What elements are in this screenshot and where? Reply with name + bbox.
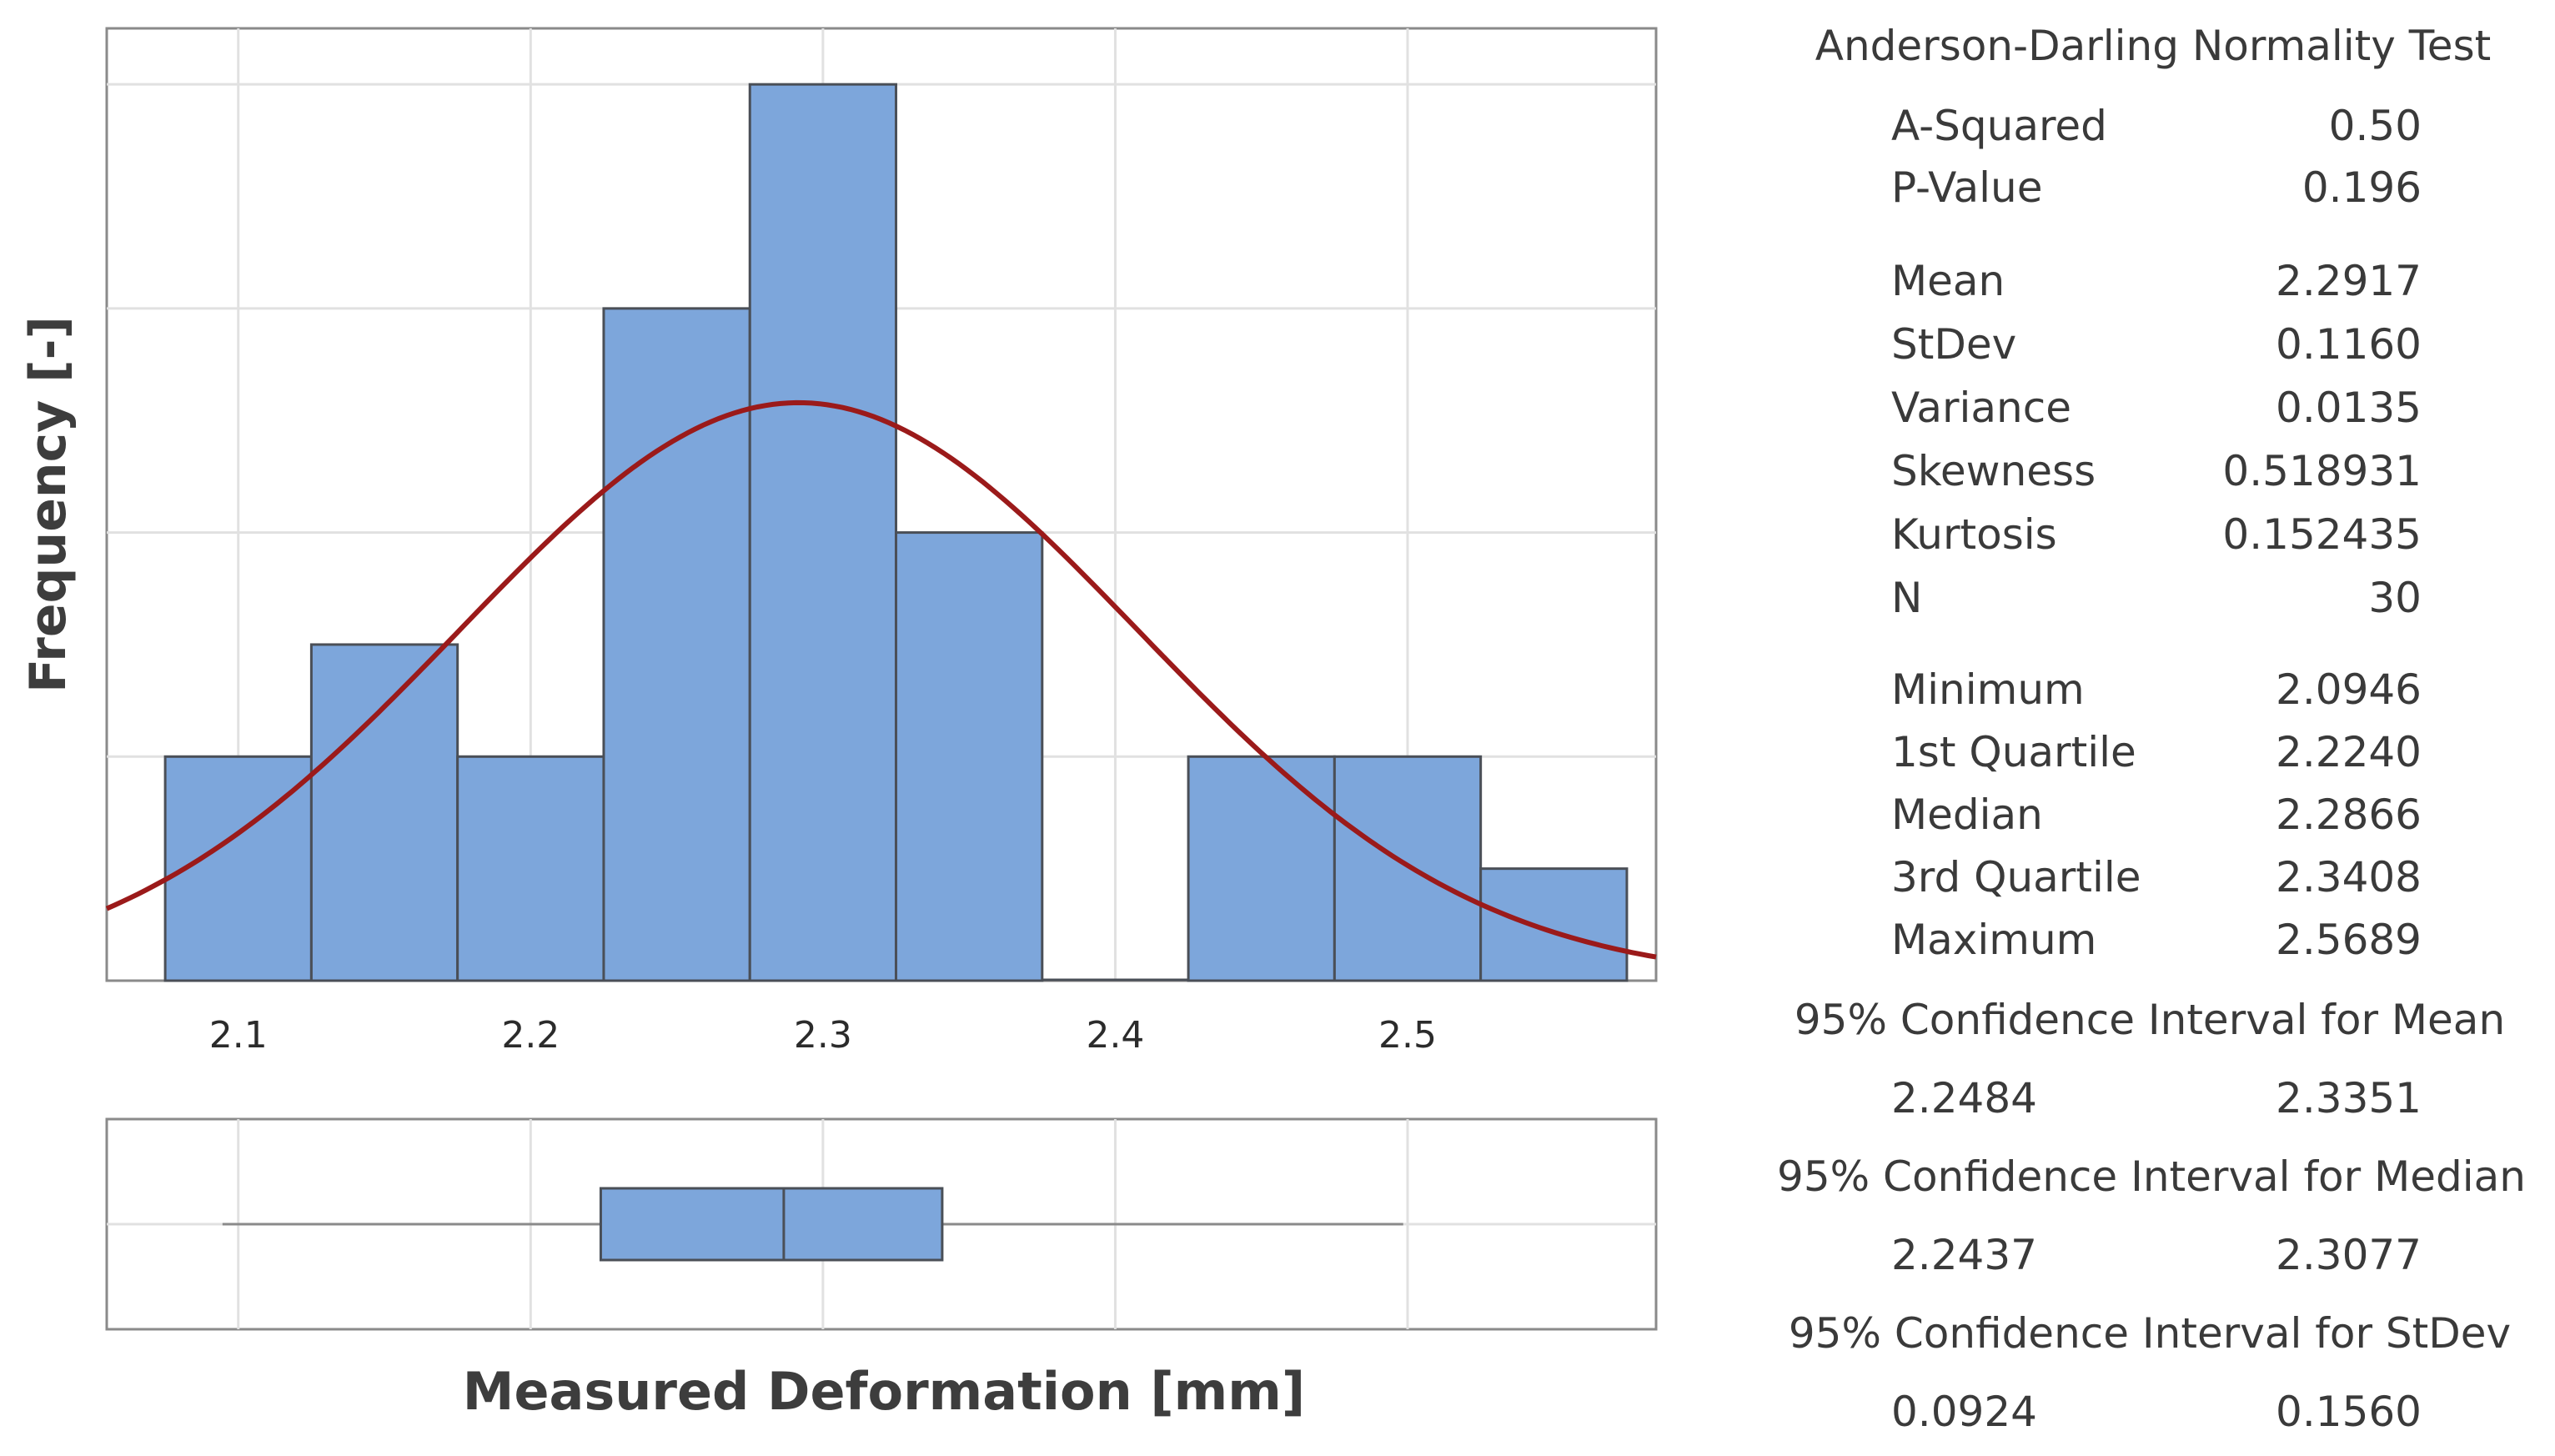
stat-maximum-label: Maximum — [1891, 916, 2096, 964]
x-axis-label: Measured Deformation [mm] — [463, 1361, 1305, 1422]
x-tick-label-2.1: 2.1 — [209, 1014, 268, 1057]
histogram-bar-2 — [309, 643, 459, 982]
stat-1st-quartile-value: 2.2240 — [2276, 728, 2422, 776]
ci-median-low: 2.2437 — [1891, 1231, 2037, 1279]
stat-p-value-label: P-Value — [1891, 163, 2042, 212]
stat-minimum-label: Minimum — [1891, 665, 2085, 714]
x-tick-label-2.4: 2.4 — [1086, 1014, 1144, 1057]
boxplot-panel — [105, 1117, 1658, 1331]
stat-3rd-quartile-label: 3rd Quartile — [1891, 853, 2141, 901]
stat-a-squared-label: A-Squared — [1891, 102, 2107, 150]
ci-median-title: 95% Confidence Interval for Median — [1777, 1152, 2526, 1201]
stat-mean-value: 2.2917 — [2276, 257, 2422, 305]
histogram-bar-3 — [456, 755, 605, 982]
boxplot-box — [599, 1187, 944, 1262]
stat-variance-value: 0.0135 — [2276, 384, 2422, 432]
histogram-panel: 2.1 2.2 2.3 2.4 2.5 — [105, 27, 1658, 1057]
stat-1st-quartile-label: 1st Quartile — [1891, 728, 2136, 776]
histogram-bar-6 — [895, 531, 1044, 982]
stat-stdev-value: 0.1160 — [2276, 320, 2422, 369]
histogram-bar-9 — [1333, 755, 1483, 982]
stat-median-label: Median — [1891, 791, 2043, 839]
statistics-table: A-Squared 0.50 P-Value 0.196 Mean 2.2917 StDev… — [1891, 102, 2422, 964]
ci-mean-low: 2.2484 — [1891, 1074, 2037, 1122]
histogram-bar-8 — [1187, 755, 1336, 982]
stat-kurtosis-value: 0.152435 — [2222, 510, 2422, 559]
stat-a-squared-value: 0.50 — [2329, 102, 2422, 150]
histogram-bar-10 — [1479, 867, 1629, 982]
stat-n-label: N — [1891, 574, 1922, 622]
ci-mean-high: 2.3351 — [2276, 1074, 2422, 1122]
stat-mean-label: Mean — [1891, 257, 2005, 305]
histogram-bars — [163, 83, 1629, 982]
stat-maximum-value: 2.5689 — [2276, 916, 2422, 964]
ci-median-high: 2.3077 — [2276, 1231, 2422, 1279]
stat-variance-label: Variance — [1891, 384, 2071, 432]
histogram-bar-4 — [602, 307, 751, 982]
ci-stdev-low: 0.0924 — [1891, 1388, 2037, 1436]
normal-fit-curve — [105, 399, 1657, 960]
stat-minimum-value: 2.0946 — [2276, 665, 2422, 714]
stat-median-value: 2.2866 — [2276, 791, 2422, 839]
histogram-bar-5 — [748, 83, 898, 982]
x-tick-label-2.2: 2.2 — [501, 1014, 560, 1057]
stat-3rd-quartile-value: 2.3408 — [2276, 853, 2422, 901]
ci-mean-title: 95% Confidence Interval for Mean — [1795, 996, 2505, 1044]
y-axis-label: Frequency [-] — [19, 316, 78, 693]
stat-p-value-value: 0.196 — [2302, 163, 2422, 212]
stat-skewness-value: 0.518931 — [2222, 447, 2422, 495]
stat-skewness-label: Skewness — [1891, 447, 2096, 495]
stat-n-value: 30 — [2368, 574, 2422, 622]
ci-stdev-title: 95% Confidence Interval for StDev — [1789, 1309, 2511, 1358]
stat-kurtosis-label: Kurtosis — [1891, 510, 2057, 559]
x-axis-ticks: 2.1 2.2 2.3 2.4 2.5 — [209, 1014, 1437, 1057]
ci-stdev-high: 0.1560 — [2276, 1388, 2422, 1436]
normality-test-title: Anderson-Darling Normality Test — [1815, 22, 2491, 70]
summary-statistics: Anderson-Darling Normality Test A-Square… — [1777, 22, 2526, 1436]
x-tick-label-2.3: 2.3 — [794, 1014, 852, 1057]
x-tick-label-2.5: 2.5 — [1378, 1014, 1437, 1057]
stat-stdev-label: StDev — [1891, 320, 2016, 369]
